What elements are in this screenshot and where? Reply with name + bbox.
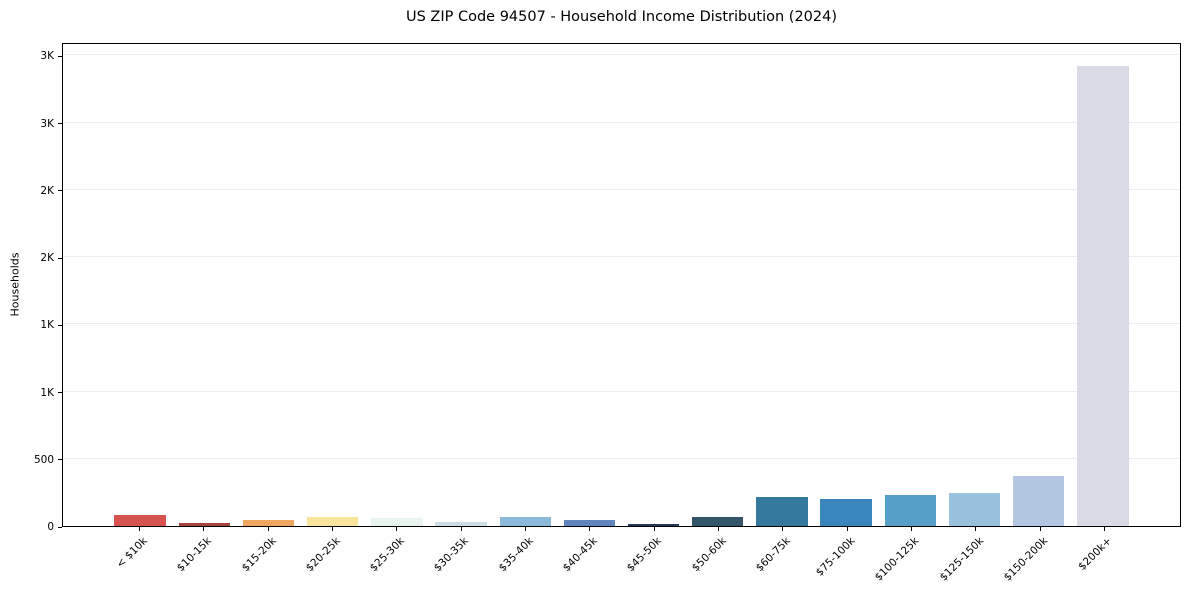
x-tick-mark: [460, 527, 462, 531]
bar: [371, 517, 423, 526]
x-tick-mark: [203, 527, 205, 531]
y-tick-label: 1K: [40, 386, 54, 399]
x-tick-label: $25-30k: [367, 535, 407, 575]
gridline: [63, 188, 1180, 190]
y-tick-mark: [58, 526, 62, 528]
y-tick-label: 2K: [40, 252, 54, 265]
x-tick-mark: [717, 527, 719, 531]
x-tick-label: $10-15k: [174, 535, 214, 575]
y-tick-mark: [58, 190, 62, 192]
x-tick-label: $20-25k: [303, 535, 343, 575]
x-tick-label: $60-75k: [753, 535, 793, 575]
y-tick-mark: [58, 459, 62, 461]
bar: [820, 499, 872, 526]
bar: [242, 519, 295, 526]
plot-area: [62, 43, 1181, 527]
bar-slot: [1071, 44, 1135, 526]
bar: [435, 521, 487, 526]
x-tick-label: < $10k: [114, 535, 150, 571]
y-tick-mark: [58, 324, 62, 326]
x-tick-mark: [653, 527, 655, 531]
x-tick-label: $200k+: [1076, 535, 1115, 573]
gridline: [63, 121, 1180, 123]
x-tick-label: $100-125k: [872, 535, 922, 584]
bar-slot: [1007, 44, 1071, 526]
y-tick-mark: [58, 392, 62, 394]
y-tick-label: 3K: [40, 117, 54, 130]
bar-slot: [750, 44, 814, 526]
y-tick-label: 1K: [40, 319, 54, 332]
x-tick-label: $150-200k: [1001, 535, 1051, 584]
x-tick-mark: [1103, 527, 1105, 531]
x-tick-mark: [975, 527, 977, 531]
x-tick-mark: [589, 527, 591, 531]
chart-title: US ZIP Code 94507 - Household Income Dis…: [405, 9, 838, 25]
bar: [627, 523, 680, 526]
bar: [692, 516, 744, 526]
bar-slot: [878, 44, 942, 526]
x-tick-label: $40-45k: [560, 535, 600, 575]
x-tick-label: $15-20k: [239, 535, 279, 575]
bar: [1013, 476, 1065, 526]
y-tick-label: 500: [33, 453, 54, 466]
x-tick-mark: [910, 527, 912, 531]
bar-slot: [686, 44, 750, 526]
gridline: [63, 54, 1180, 56]
bar: [114, 515, 166, 526]
x-tick-label: $35-40k: [496, 535, 536, 575]
y-tick-label: 0: [47, 521, 54, 533]
bar-slot: [493, 44, 557, 526]
x-tick-mark: [846, 527, 848, 531]
bar: [563, 519, 616, 526]
x-tick-mark: [525, 527, 527, 531]
bar: [756, 497, 808, 526]
x-tick-label: $30-35k: [432, 535, 472, 575]
bar: [884, 495, 937, 526]
x-tick-mark: [139, 527, 141, 531]
x-tick-mark: [267, 527, 269, 531]
bar: [499, 516, 551, 526]
bar-slot: [429, 44, 493, 526]
bar: [306, 516, 359, 526]
x-tick-mark: [782, 527, 784, 531]
x-tick-label: $125-150k: [937, 535, 986, 584]
gridline: [63, 323, 1180, 325]
y-tick-mark: [58, 123, 62, 125]
bar-slot: [172, 44, 236, 526]
bar-slot: [622, 44, 686, 526]
y-tick-mark: [58, 55, 62, 57]
bar-slot: [557, 44, 621, 526]
bars-container: [63, 44, 1180, 526]
x-tick-mark: [396, 527, 398, 531]
gridline: [63, 256, 1180, 258]
bar-slot: [108, 44, 172, 526]
bar-slot: [365, 44, 429, 526]
x-tick-mark: [1039, 527, 1041, 531]
gridline: [63, 457, 1180, 459]
gridline: [63, 390, 1180, 392]
x-tick-label: $45-50k: [625, 535, 665, 575]
x-tick-label: $75-100k: [813, 535, 858, 579]
x-tick-mark: [332, 527, 334, 531]
y-tick-label: 2K: [40, 184, 54, 197]
bar-slot: [301, 44, 365, 526]
bar-slot: [236, 44, 300, 526]
bar: [948, 493, 1001, 526]
bar: [1077, 66, 1129, 526]
bar: [178, 523, 230, 526]
bar-slot: [814, 44, 878, 526]
bar-slot: [942, 44, 1006, 526]
y-tick-mark: [58, 257, 62, 259]
x-tick-label: $50-60k: [689, 535, 729, 575]
y-tick-label: 3K: [40, 50, 54, 63]
